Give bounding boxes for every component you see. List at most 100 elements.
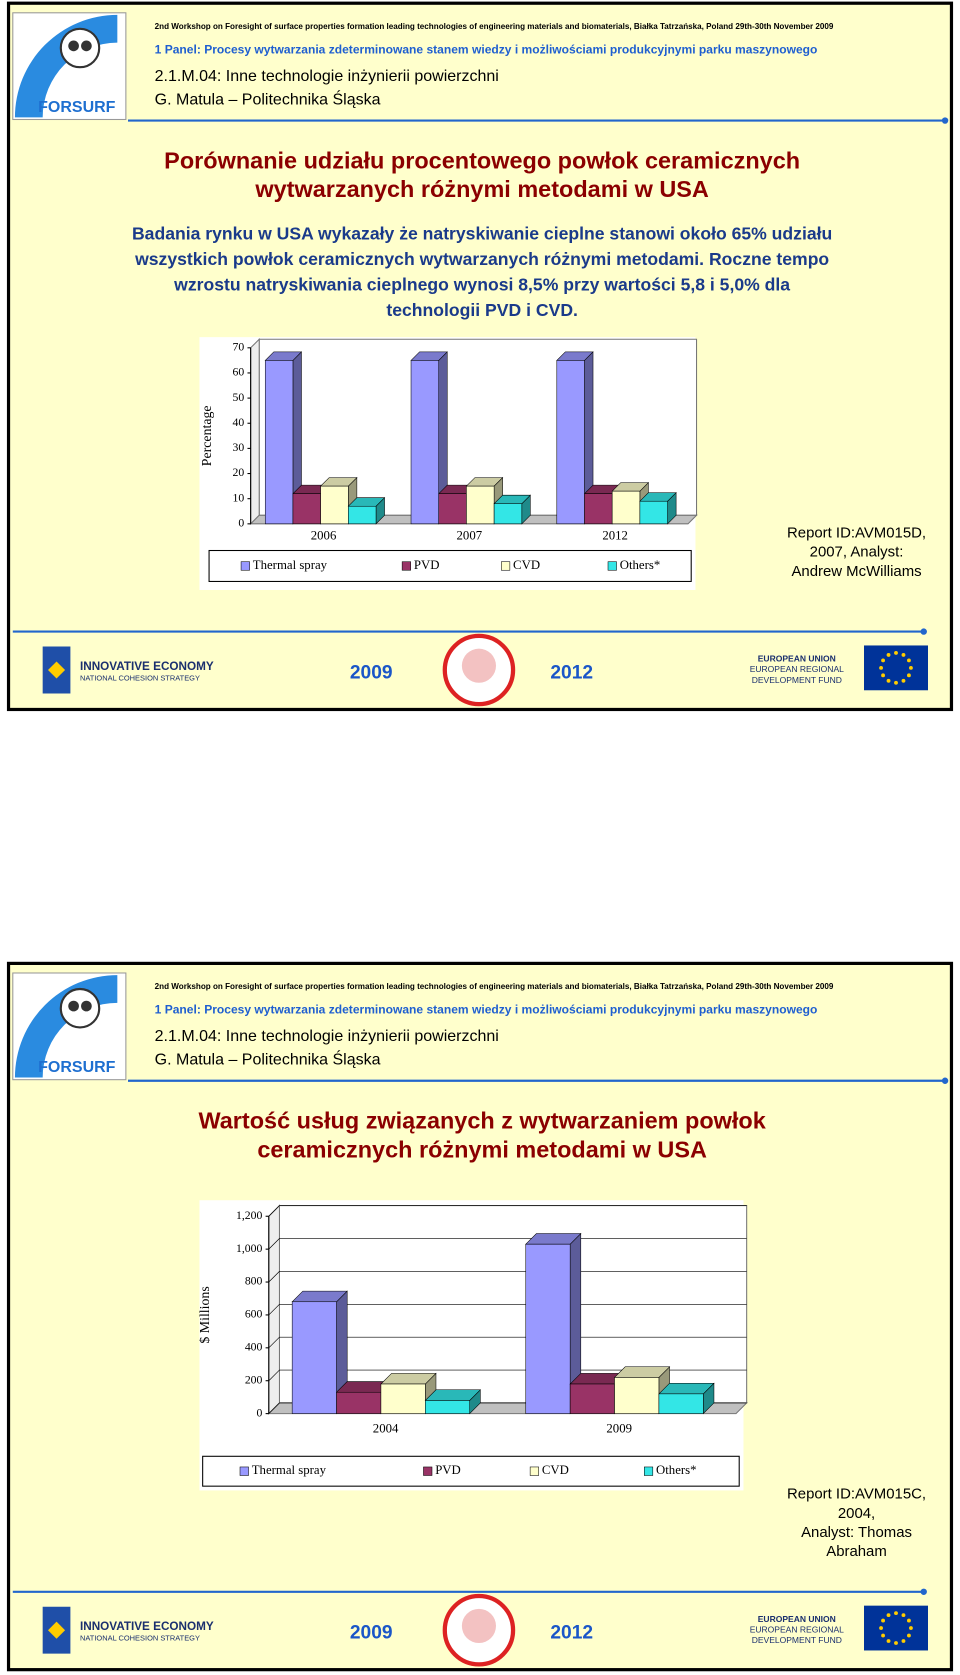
grid-line: [268, 1271, 747, 1283]
panel: 1 Panel: Procesy wytwarzania zdeterminow…: [155, 1003, 818, 1017]
footer-year: 2012: [550, 1622, 593, 1643]
grid-line: [268, 1303, 747, 1316]
footer-text: EUROPEAN UNION: [758, 654, 836, 664]
chart: 0 200 400 600 800 1,000 1,200 $ Millions 2004 200…: [197, 1200, 748, 1491]
logo-text: FORSURF: [38, 99, 116, 116]
grid-line: [268, 1205, 747, 1217]
body-text: wszystkich powłok ceramicznych wytwarzan…: [134, 249, 829, 269]
workshop: 2nd Workshop on Foresight of surface pro…: [155, 982, 834, 991]
legend-swatch: [401, 561, 411, 571]
bar: [348, 505, 377, 525]
footer-year: 2009: [350, 662, 393, 683]
chart: 0 10 20 30 40 50 60 70 Percentage 2006 2007 2012 The…: [199, 337, 698, 590]
eu-star: [881, 1618, 885, 1623]
bar: [466, 485, 495, 525]
y-tick-label: 30: [233, 441, 245, 454]
legend-label: PVD: [414, 558, 440, 572]
footer-text: EUROPEAN REGIONAL: [750, 664, 844, 674]
legend-label: Thermal spray: [252, 1463, 327, 1477]
x-tick-label: 2006: [311, 529, 337, 543]
y-tick-label: 10: [233, 491, 245, 504]
source-note: Andrew McWilliams: [791, 563, 921, 580]
bar: [525, 1243, 571, 1414]
eu-star: [907, 1618, 911, 1623]
source-note: Abraham: [826, 1543, 887, 1560]
eu-star: [909, 1626, 913, 1630]
source-note: Report ID:AVM015D,: [787, 524, 926, 541]
x-tick-label: 2004: [373, 1422, 399, 1436]
legend-swatch: [644, 1466, 654, 1476]
bar: [584, 493, 613, 525]
legend-swatch: [529, 1466, 539, 1476]
bar: [291, 1301, 337, 1414]
logo-eye: [68, 40, 79, 52]
bar: [410, 360, 439, 525]
workshop: 2nd Workshop on Foresight of surface pro…: [155, 22, 834, 31]
y-tick-label: 800: [245, 1275, 263, 1288]
eu-star: [879, 665, 883, 670]
legend-label: Others*: [620, 558, 661, 572]
bar: [264, 360, 294, 525]
source-note: Report ID:AVM015C,: [787, 1486, 926, 1503]
y-tick-label: 600: [245, 1308, 263, 1321]
eu-star: [879, 1626, 883, 1630]
y-tick-label: 50: [233, 391, 245, 404]
panel: 1 Panel: Procesy wytwarzania zdeterminow…: [155, 42, 818, 56]
body-text: wzrostu natryskiwania cieplnego wynosi 8…: [173, 275, 790, 295]
bar: [569, 1383, 615, 1414]
legend-label: Thermal spray: [253, 558, 328, 572]
rule-dot: [920, 1588, 927, 1595]
grid-line: [268, 1336, 747, 1349]
y-tick-label: 0: [238, 517, 244, 530]
center-logo-inner: [461, 648, 496, 683]
footer-year: 2009: [350, 1622, 393, 1643]
footer-text: EUROPEAN REGIONAL: [750, 1624, 844, 1634]
footer-text: DEVELOPMENT FUND: [752, 1635, 842, 1645]
bar: [611, 490, 641, 525]
eu-star: [881, 658, 885, 663]
slide-title: wytwarzanych różnymi metodami w USA: [254, 176, 709, 202]
author: G. Matula – Politechnika Śląska: [155, 90, 381, 109]
eu-star: [881, 673, 885, 678]
bar: [639, 500, 668, 525]
eu-star: [901, 1613, 906, 1618]
center-logo-inner: [461, 1608, 496, 1643]
y-tick-label: 200: [245, 1373, 263, 1386]
author: G. Matula – Politechnika Śląska: [155, 1050, 381, 1069]
legend-label: Others*: [656, 1463, 697, 1477]
bar: [425, 1400, 470, 1414]
eu-star: [886, 1639, 891, 1643]
source-note: Analyst: Thomas: [801, 1524, 912, 1541]
source-note: 2007, Analyst:: [810, 544, 904, 561]
eu-star: [907, 1633, 911, 1638]
slide-title: Wartość usług związanych z wytwarzaniem …: [198, 1108, 766, 1134]
y-tick-label: 0: [257, 1406, 263, 1419]
logo-eye: [81, 40, 92, 52]
side-wall: [250, 337, 260, 526]
eu-star: [901, 678, 906, 683]
grid-line: [268, 1369, 747, 1381]
legend-label: PVD: [435, 1463, 461, 1477]
eu-star: [886, 653, 891, 657]
logo-eye: [68, 1000, 79, 1012]
grid-line: [268, 1238, 747, 1250]
body-text: technologii PVD i CVD.: [386, 300, 578, 320]
legend-swatch: [239, 1466, 249, 1476]
y-tick-label: 60: [233, 366, 245, 379]
bar: [292, 493, 321, 525]
eu-star: [894, 680, 898, 685]
bar: [493, 503, 523, 525]
eu-star: [901, 1639, 906, 1643]
rule-dot: [941, 1077, 949, 1084]
ie-star: [48, 1621, 66, 1639]
slide-title: ceramicznych różnymi metodami w USA: [257, 1136, 707, 1162]
eu-star: [881, 1633, 885, 1638]
footer-text: INNOVATIVE ECONOMY: [80, 660, 214, 673]
y-tick-label: 1,000: [236, 1242, 263, 1255]
rule-dot: [941, 117, 949, 124]
source-note: 2004,: [838, 1505, 875, 1522]
legend-label: CVD: [513, 558, 540, 572]
x-tick-label: 2007: [457, 529, 483, 543]
bar: [380, 1383, 426, 1414]
